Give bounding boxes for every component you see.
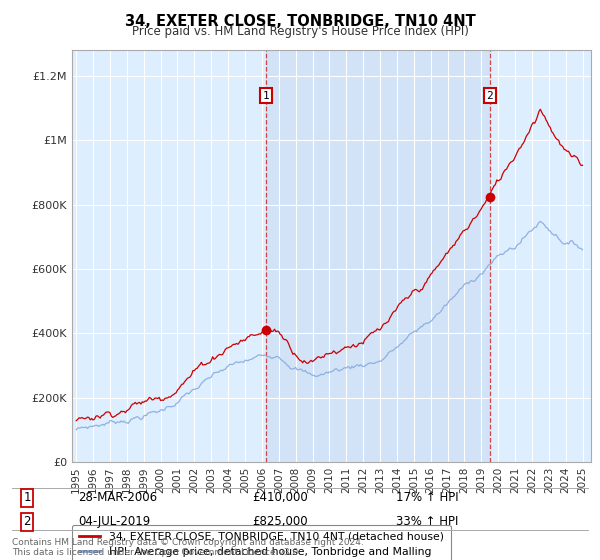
- Text: 1: 1: [263, 91, 269, 101]
- Legend: 34, EXETER CLOSE, TONBRIDGE, TN10 4NT (detached house), HPI: Average price, deta: 34, EXETER CLOSE, TONBRIDGE, TN10 4NT (d…: [72, 525, 451, 560]
- Text: 2: 2: [487, 91, 493, 101]
- Text: 33% ↑ HPI: 33% ↑ HPI: [396, 515, 458, 529]
- Text: Contains HM Land Registry data © Crown copyright and database right 2024.
This d: Contains HM Land Registry data © Crown c…: [12, 538, 364, 557]
- Text: 1: 1: [23, 491, 31, 505]
- Text: Price paid vs. HM Land Registry's House Price Index (HPI): Price paid vs. HM Land Registry's House …: [131, 25, 469, 38]
- Text: 17% ↑ HPI: 17% ↑ HPI: [396, 491, 458, 505]
- Bar: [266, 50, 490, 462]
- Text: 28-MAR-2006: 28-MAR-2006: [78, 491, 157, 505]
- Text: 34, EXETER CLOSE, TONBRIDGE, TN10 4NT: 34, EXETER CLOSE, TONBRIDGE, TN10 4NT: [125, 14, 475, 29]
- Text: £825,000: £825,000: [252, 515, 308, 529]
- Text: 04-JUL-2019: 04-JUL-2019: [78, 515, 150, 529]
- Text: £410,000: £410,000: [252, 491, 308, 505]
- Text: 2: 2: [23, 515, 31, 529]
